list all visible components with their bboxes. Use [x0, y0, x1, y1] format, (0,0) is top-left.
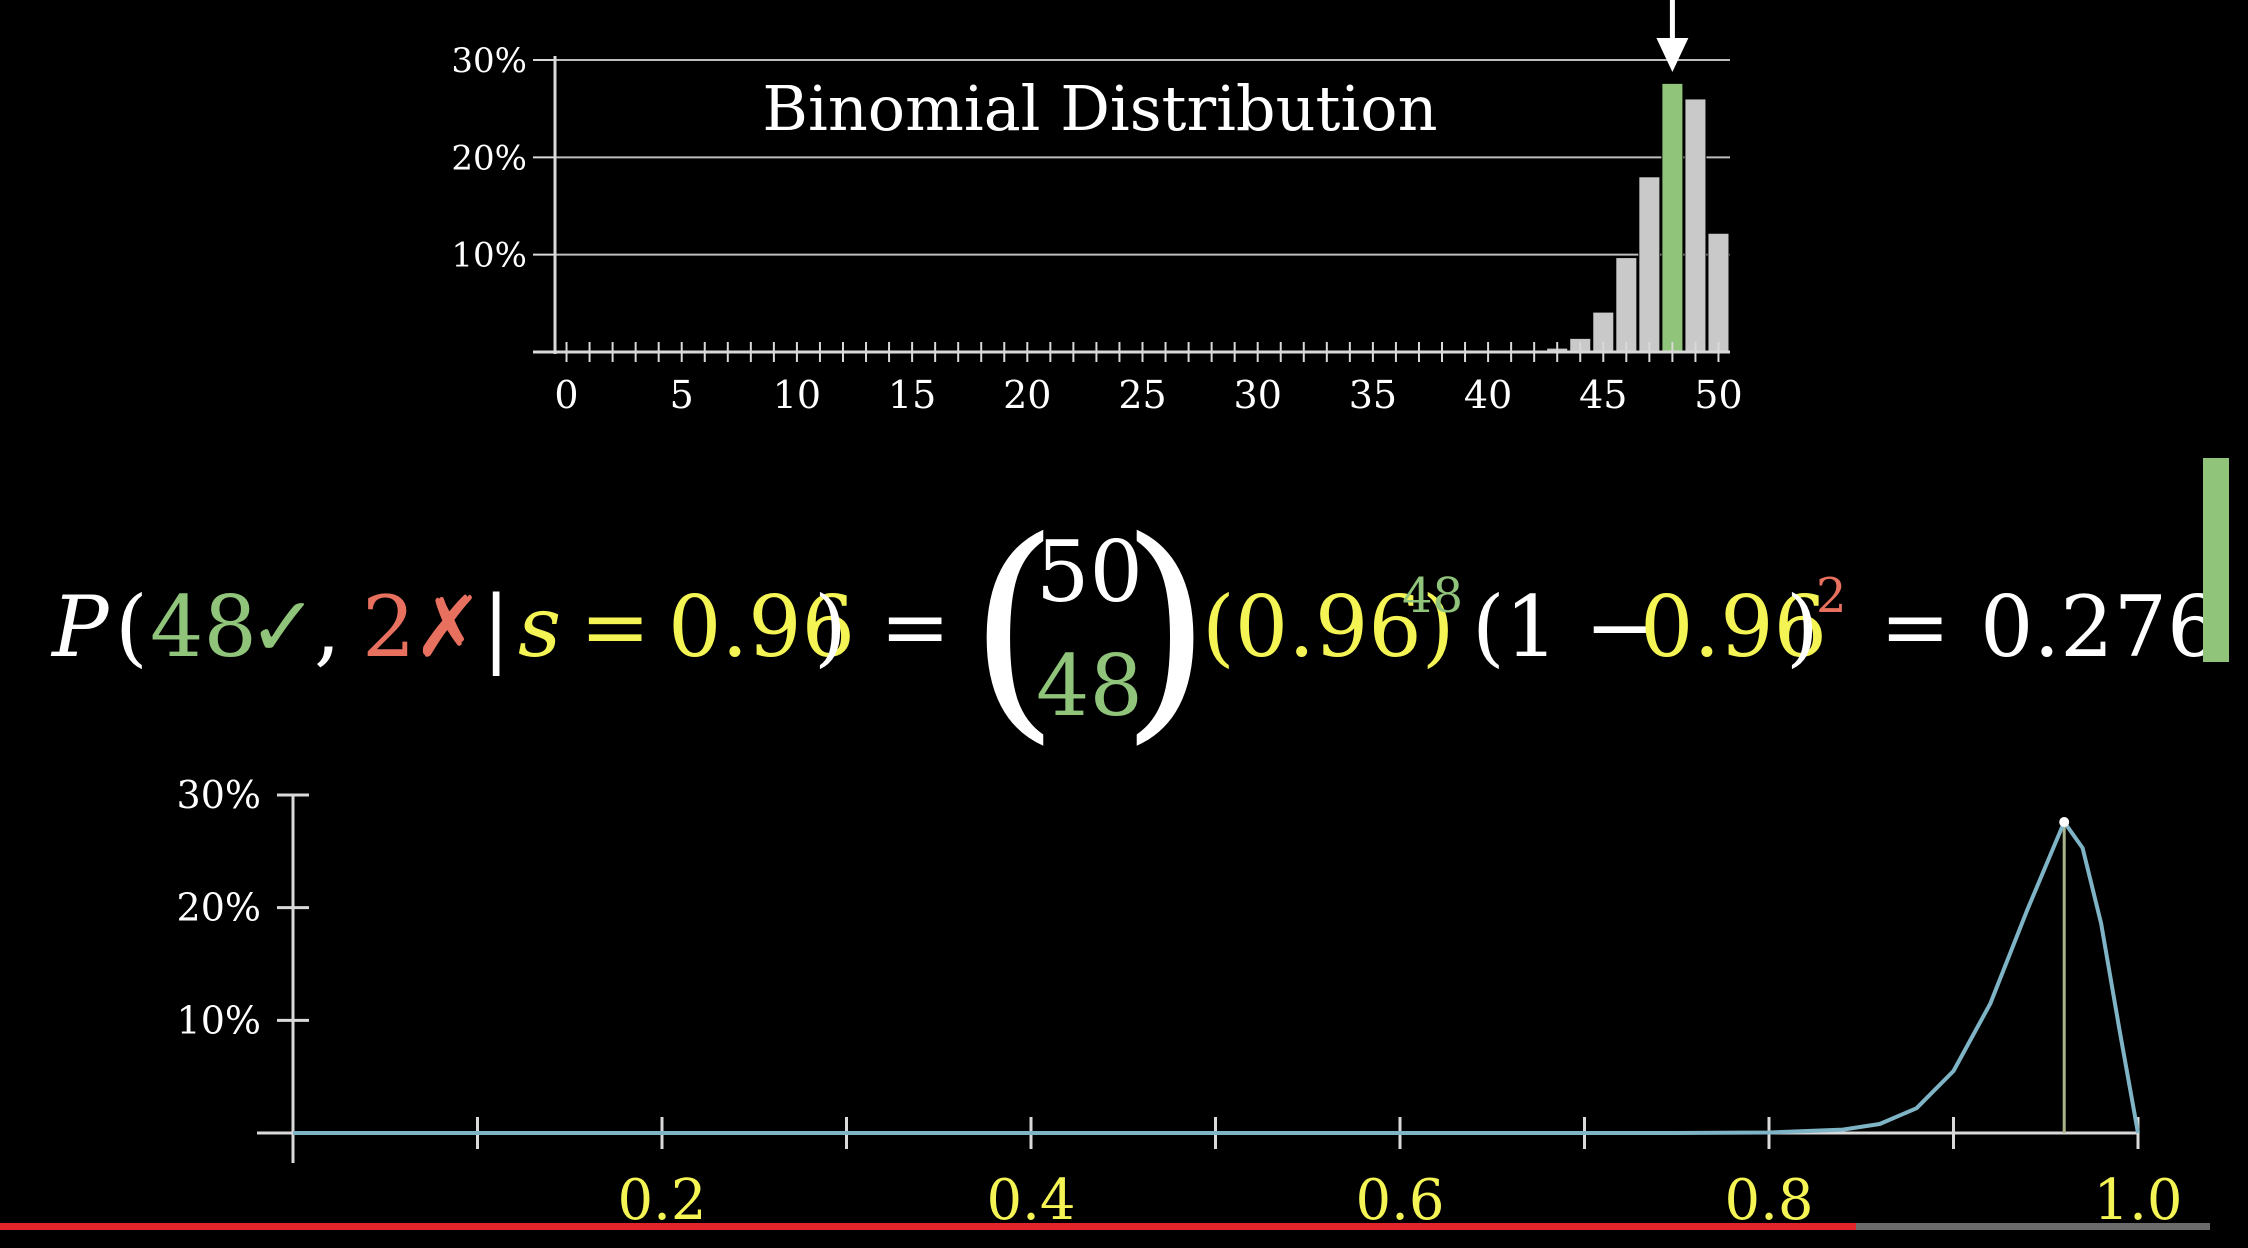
binomial-bar-chart: 10% 20% 30% 0 5 10 15 20 25 30 35 40 45 50 Binomial Di…: [451, 0, 1743, 417]
down-arrow-icon: [1656, 38, 1689, 72]
y-tick-label: 30%: [177, 773, 261, 817]
x-tick-label: 30: [1234, 373, 1282, 417]
probability-side-bar: [2203, 458, 2229, 662]
x-tick-label: 5: [670, 373, 694, 417]
x-tick-label: 0.6: [1355, 1168, 1444, 1233]
y-tick-label: 20%: [177, 886, 261, 930]
x-tick-label: 10: [773, 373, 821, 417]
x-tick-label: 0.8: [1724, 1168, 1813, 1233]
x-tick-label: 20: [1003, 373, 1051, 417]
x-tick-label: 45: [1579, 373, 1627, 417]
x-tick-label: 0: [554, 373, 578, 417]
y-tick-label: 30%: [451, 41, 527, 81]
x-tick-label: 40: [1464, 373, 1512, 417]
bar: [1615, 257, 1638, 353]
y-tick-label: 10%: [451, 236, 527, 276]
y-tick-label: 20%: [451, 138, 527, 178]
chart-title: Binomial Distribution: [762, 72, 1437, 145]
bar: [1661, 82, 1684, 353]
probability-curve-chart: 10% 20% 30% 0.2 0.4 0.6 0.8 1.0: [177, 773, 2183, 1233]
x-tick-label: 35: [1349, 373, 1397, 417]
x-tick-label: 1.0: [2093, 1168, 2182, 1233]
x-tick-label: 15: [888, 373, 936, 417]
probability-curve: [293, 820, 2140, 1135]
bar: [1684, 98, 1707, 353]
x-tick-label: 50: [1694, 373, 1742, 417]
x-tick-label: 25: [1118, 373, 1166, 417]
x-tick-label: 0.4: [986, 1168, 1075, 1233]
peak-point: [2059, 817, 2070, 828]
y-tick-label: 10%: [177, 998, 261, 1042]
bar: [1638, 176, 1661, 353]
x-tick-label: 0.2: [617, 1168, 706, 1233]
video-progress-fill: [0, 1223, 1857, 1230]
bar: [1707, 232, 1730, 353]
video-progress-track[interactable]: [0, 1223, 2210, 1230]
